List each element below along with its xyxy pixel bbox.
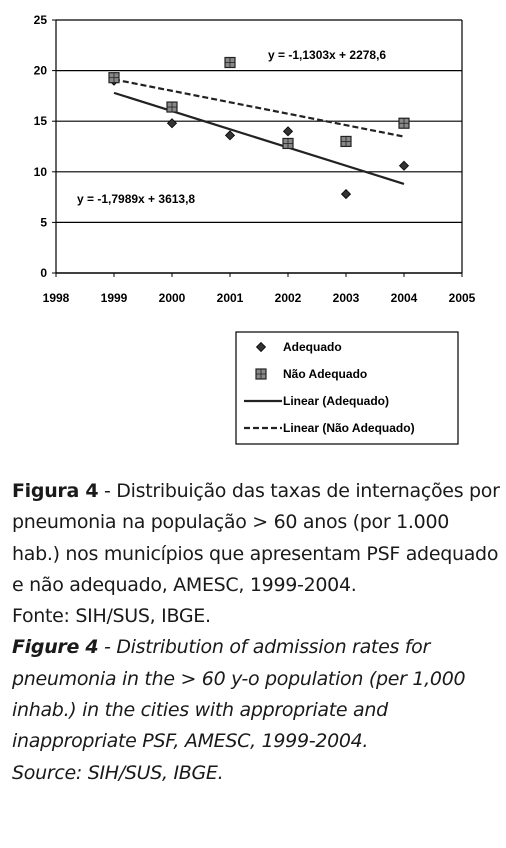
x-tick-label: 2001	[217, 291, 244, 305]
x-tick-label: 1999	[101, 291, 128, 305]
caption-pt-text: - Distribuição das taxas de internações …	[12, 480, 500, 596]
scatter-chart: 0 5 10 15 20 25 1998 1999 2000 2001 2002 2003 2004 20…	[34, 13, 476, 445]
caption-portuguese: Figura 4 - Distribuição das taxas de int…	[12, 476, 500, 601]
legend-label-linear-nao-adequado: Linear (Não Adequado)	[283, 421, 415, 435]
caption-english: Figure 4 - Distribution of admission rat…	[12, 632, 500, 757]
y-tick-label: 5	[40, 215, 47, 229]
figure-caption: Figura 4 - Distribuição das taxas de int…	[12, 476, 500, 789]
x-tick-label: 2003	[333, 291, 360, 305]
equation-adequado: y = -1,7989x + 3613,8	[77, 192, 195, 206]
legend-marker-adequado	[255, 341, 267, 353]
y-tick-label: 10	[34, 165, 48, 179]
legend-label-nao-adequado: Não Adequado	[283, 367, 367, 381]
trendline-nao-adequado	[113, 78, 405, 138]
legend-box	[235, 331, 459, 445]
x-tick-label: 2000	[159, 291, 186, 305]
equation-nao-adequado: y = -1,1303x + 2278,6	[268, 48, 386, 62]
y-tick-label: 15	[34, 114, 48, 128]
trendline-adequado	[113, 91, 405, 185]
point-adequado	[282, 126, 294, 137]
y-tick-label: 25	[34, 13, 48, 27]
legend-label-adequado: Adequado	[283, 340, 342, 354]
caption-pt-label: Figura 4	[12, 480, 99, 502]
x-tick-label: 2002	[275, 291, 302, 305]
y-tick-label: 0	[40, 266, 47, 280]
point-adequado	[340, 188, 352, 200]
legend-label-linear-adequado: Linear (Adequado)	[283, 394, 389, 408]
y-tick-label: 20	[34, 64, 48, 78]
point-adequado	[398, 160, 410, 171]
point-adequado	[224, 130, 236, 141]
caption-en-text: - Distribution of admission rates for pn…	[12, 636, 466, 753]
caption-en-source: Source: SIH/SUS, IBGE.	[12, 761, 224, 784]
x-tick-label: 1998	[43, 291, 70, 305]
point-adequado	[166, 118, 178, 129]
caption-en-label: Figure 4	[12, 636, 99, 659]
caption-pt-source: Fonte: SIH/SUS, IBGE.	[12, 605, 211, 628]
x-tick-label: 2004	[391, 291, 418, 305]
x-tick-label: 2005	[449, 291, 476, 305]
